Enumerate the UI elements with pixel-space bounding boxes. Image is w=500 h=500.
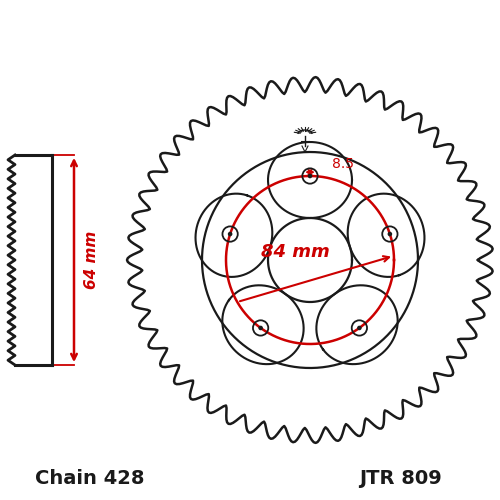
Text: 84 mm: 84 mm <box>260 243 330 261</box>
Text: JTR 809: JTR 809 <box>358 468 442 487</box>
Text: 8.5: 8.5 <box>332 157 353 171</box>
Circle shape <box>357 326 362 330</box>
Text: 64 mm: 64 mm <box>84 231 99 289</box>
Circle shape <box>388 232 392 236</box>
Text: Chain 428: Chain 428 <box>35 468 145 487</box>
Circle shape <box>258 326 263 330</box>
Circle shape <box>308 174 312 178</box>
Circle shape <box>228 232 232 236</box>
